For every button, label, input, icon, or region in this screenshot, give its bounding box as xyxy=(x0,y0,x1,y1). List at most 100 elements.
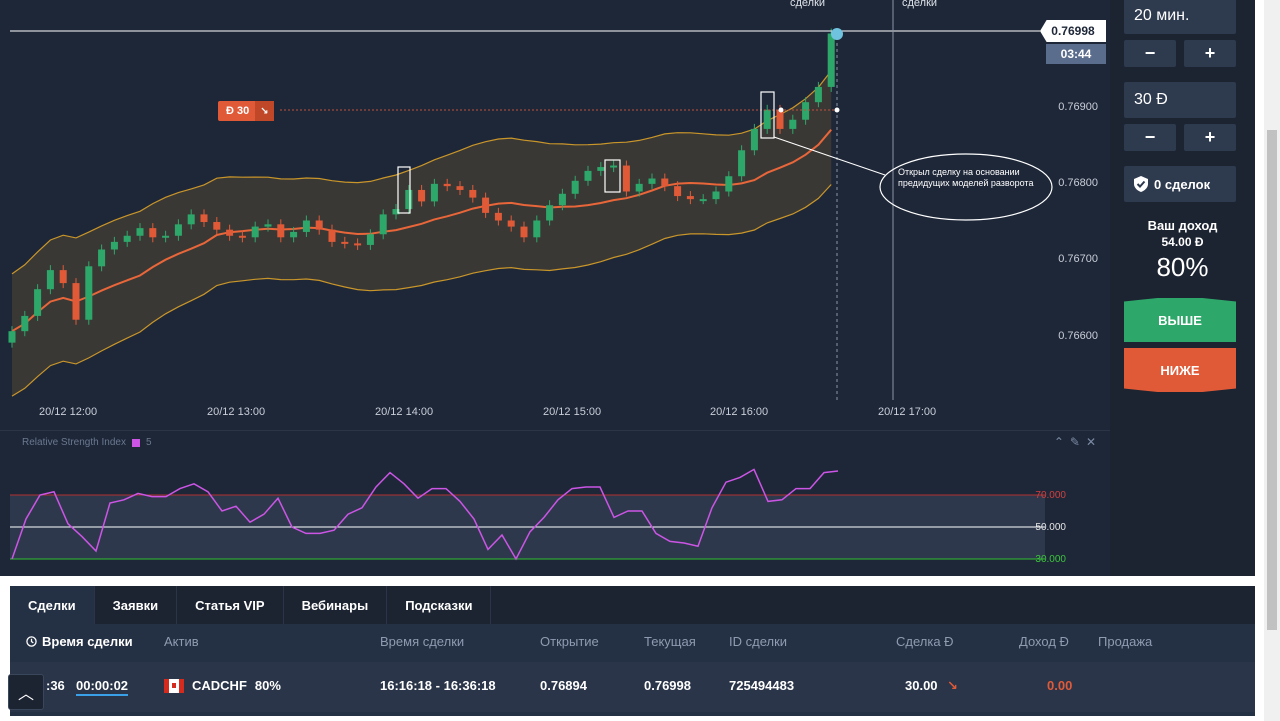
amount-minus-button[interactable]: − xyxy=(1124,124,1176,151)
income-percent: 80% xyxy=(1156,252,1209,282)
tab-tips[interactable]: Подсказки xyxy=(387,586,492,624)
column-header-id[interactable]: ID сделки xyxy=(729,634,788,649)
tab-vip[interactable]: Статья VIP xyxy=(177,586,284,624)
candle-body xyxy=(699,199,707,202)
deal-point-dot xyxy=(778,107,784,113)
candle-body xyxy=(213,222,221,230)
chevron-up-icon[interactable]: ︿ xyxy=(8,674,44,710)
candle-body xyxy=(72,283,80,320)
amount-plus-button[interactable]: + xyxy=(1184,124,1236,151)
deals-section: Сделки Заявки Статья VIP Вебинары Подска… xyxy=(0,576,1255,721)
amount-input[interactable]: 30 Ð xyxy=(1124,82,1236,118)
column-header-amount[interactable]: Сделка Ð xyxy=(896,634,954,649)
deal-marker-amount: Ð 30 xyxy=(226,105,250,117)
column-header-current[interactable]: Текущая xyxy=(644,634,696,649)
candle-body xyxy=(98,249,106,267)
close-icon[interactable]: ✕ xyxy=(1085,435,1096,449)
candle-body xyxy=(277,224,285,238)
chart-top-note-1: сделки xyxy=(790,0,826,9)
tab-webinars[interactable]: Вебинары xyxy=(284,586,388,624)
candle-body xyxy=(674,186,682,197)
pattern-highlight-box xyxy=(604,159,621,193)
time-axis-label: 20/12 12:00 xyxy=(39,406,98,418)
rsi-title-text: Relative Strength Index xyxy=(22,437,126,448)
candle-body xyxy=(328,229,336,242)
time-plus-button[interactable]: + xyxy=(1184,40,1236,67)
lower-button[interactable]: НИЖЕ xyxy=(1124,348,1236,392)
candle-body xyxy=(494,212,502,221)
column-header-period[interactable]: Время сделки xyxy=(380,634,465,649)
candle-body xyxy=(174,224,182,236)
candle-body xyxy=(584,170,592,181)
column-header-asset[interactable]: Актив xyxy=(164,634,199,649)
table-row[interactable] xyxy=(10,662,1255,712)
annotation-pointer xyxy=(773,136,886,176)
asset-cell: CADCHF 80% xyxy=(164,678,281,693)
tab-orders[interactable]: Заявки xyxy=(95,586,178,624)
candle-body xyxy=(302,220,310,232)
candle-body xyxy=(597,167,605,171)
candle-body xyxy=(686,196,694,200)
column-header-sell[interactable]: Продажа xyxy=(1098,634,1153,649)
canada-flag-icon xyxy=(164,678,184,693)
candle-body xyxy=(789,119,797,129)
time-axis-label: 20/12 13:00 xyxy=(207,406,266,418)
candle-body xyxy=(418,189,426,202)
price-axis-label: 0.76800 xyxy=(1058,177,1098,189)
candle-body xyxy=(622,165,630,192)
price-chart[interactable]: сделки сделки 0.76900 0.76800 0.76700 0.… xyxy=(0,0,1110,430)
open-price-cell: 0.76894 xyxy=(540,678,587,693)
candle-body xyxy=(123,235,131,242)
rsi-panel[interactable]: Relative Strength Index 5 ⌃ ✎ ✕ 70.000 5… xyxy=(0,430,1110,576)
candle-body xyxy=(456,186,464,190)
tab-deals[interactable]: Сделки xyxy=(10,586,95,624)
candle-body xyxy=(379,214,387,235)
page-scrollbar[interactable] xyxy=(1264,0,1280,721)
candle-body xyxy=(558,193,566,206)
candle-body xyxy=(8,331,16,343)
candle-body xyxy=(226,229,234,236)
candle-body xyxy=(802,102,810,120)
deals-table: Время сделки Актив Время сделки Открытие… xyxy=(10,624,1255,716)
open-deal-marker[interactable]: Ð 30 ↘ xyxy=(218,101,274,121)
asset-name: CADCHF xyxy=(192,678,247,693)
rsi-canvas xyxy=(10,468,1045,561)
candle-body xyxy=(661,178,669,187)
column-header-open[interactable]: Открытие xyxy=(540,634,599,649)
deals-counter[interactable]: 0 сделок xyxy=(1124,166,1236,202)
rsi-level-50: 50.000 xyxy=(1035,522,1066,533)
candle-body xyxy=(136,228,144,236)
pencil-icon[interactable]: ✎ xyxy=(1069,435,1080,449)
scrollbar-thumb[interactable] xyxy=(1267,130,1277,630)
chart-top-note-2: сделки xyxy=(902,0,938,9)
arrow-down-right-icon: ↘ xyxy=(255,101,274,121)
candle-body xyxy=(392,209,400,215)
current-price-tag: 0.76998 xyxy=(1040,20,1106,42)
time-minus-button[interactable]: − xyxy=(1124,40,1176,67)
column-header-income[interactable]: Доход Ð xyxy=(1019,634,1069,649)
candle-body xyxy=(520,226,528,238)
chevron-up-icon[interactable]: ⌃ xyxy=(1053,435,1064,449)
column-header-time-left[interactable]: Время сделки xyxy=(26,634,133,649)
chart-canvas xyxy=(8,0,1053,400)
time-axis-label: 20/12 16:00 xyxy=(710,406,769,418)
candle-body xyxy=(725,176,733,192)
column-header-label: Время сделки xyxy=(42,634,133,649)
candle-body xyxy=(712,191,720,200)
rsi-line xyxy=(11,468,839,561)
candle-body xyxy=(149,228,157,238)
candle-body xyxy=(341,241,349,244)
deals-count-label: 0 сделок xyxy=(1154,176,1211,192)
candle-body xyxy=(264,224,272,227)
candle-body xyxy=(315,220,323,230)
candle-body xyxy=(59,270,67,284)
time-left-cell: :36 xyxy=(46,678,65,693)
candle-body xyxy=(635,183,643,192)
countdown-cell[interactable]: 00:00:02 xyxy=(76,678,129,696)
rsi-level-70: 70.000 xyxy=(1035,490,1066,501)
higher-button[interactable]: ВЫШЕ xyxy=(1124,298,1236,342)
candle-body xyxy=(482,197,490,213)
expiry-time-input[interactable]: 20 мин. xyxy=(1124,0,1236,34)
candle-body xyxy=(610,165,618,168)
